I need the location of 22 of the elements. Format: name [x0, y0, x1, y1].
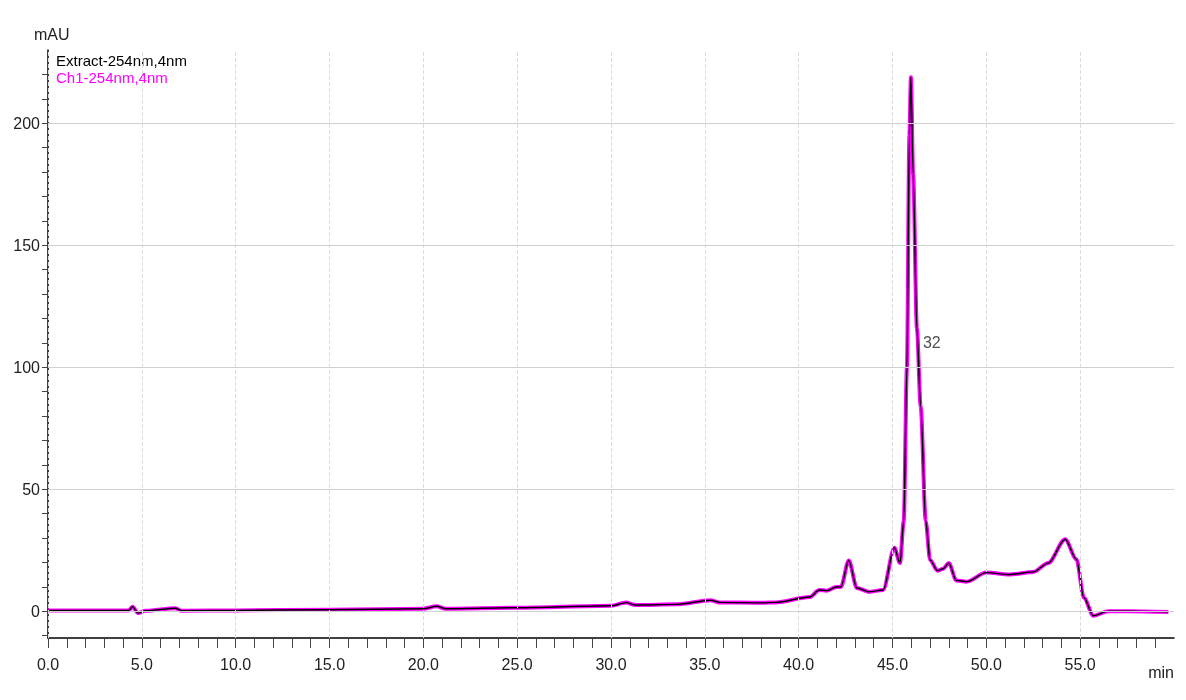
annotation: 32 [922, 334, 941, 352]
x-tick-label: 55.0 [1064, 655, 1096, 673]
y-tick-label: 100 [13, 358, 41, 376]
y-tick-label: 50 [22, 480, 41, 498]
y-tick-label: 200 [13, 114, 41, 132]
x-tick-label: 0.0 [36, 655, 60, 673]
x-tick-label: 30.0 [595, 655, 627, 673]
x-tick-label: 10.0 [220, 655, 252, 673]
y-tick-label: 0 [31, 602, 41, 620]
x-tick-label: 15.0 [313, 655, 346, 673]
y-axis-title: mAU [34, 25, 70, 43]
text: Extract-254nm,4nm [56, 52, 187, 69]
y-tick-label: 150 [13, 236, 41, 254]
x-tick-label: 25.0 [501, 655, 533, 673]
x-tick-label: 20.0 [407, 655, 440, 673]
x-tick-label: 35.0 [689, 655, 721, 673]
x-tick-label: 5.0 [130, 655, 154, 673]
x-tick-label: 50.0 [970, 655, 1003, 673]
text: Ch1-254nm,4nm [56, 69, 168, 86]
x-axis-title: min [1148, 663, 1174, 681]
x-tick-label: 45.0 [876, 655, 909, 673]
x-tick-label: 40.0 [783, 655, 815, 673]
